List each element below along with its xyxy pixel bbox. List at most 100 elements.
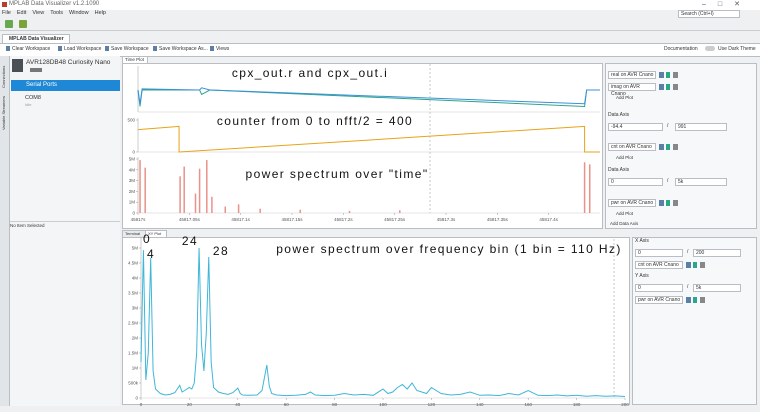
sidebar — [10, 56, 120, 406]
spike — [224, 206, 227, 213]
toolbar-icon — [210, 46, 214, 51]
time-plot-panel — [122, 63, 603, 229]
main-tab[interactable]: MPLAB Data Visualizer — [2, 34, 70, 43]
x-tick-label: 45817.1s — [231, 217, 250, 222]
search-box[interactable]: Search (Ctrl+I) — [678, 10, 740, 18]
x-tick-label: 45817.2s — [334, 217, 353, 222]
spike — [588, 164, 591, 213]
add-axis-button[interactable]: Add Data Axis — [610, 221, 639, 226]
source-icons[interactable] — [659, 72, 679, 78]
serial-ports-header[interactable] — [11, 80, 120, 91]
menu-bar: File Edit View Tools Window Help — [2, 10, 112, 18]
toolbar-icon — [58, 46, 62, 51]
device-icon — [12, 59, 23, 72]
source-icons[interactable] — [659, 84, 679, 90]
add-plot-button[interactable]: Add Plot — [616, 211, 634, 216]
series-line — [140, 247, 626, 397]
annotation: power spectrum over frequency bin (1 bin… — [276, 242, 622, 256]
source-select[interactable]: cnt on AVR Cnano — [608, 143, 656, 151]
source-icons[interactable] — [686, 262, 706, 268]
annotation: counter from 0 to nfft/2 = 400 — [217, 114, 413, 128]
port-name[interactable]: COM8 — [25, 95, 41, 101]
source-icons[interactable] — [659, 144, 679, 150]
axis-max[interactable]: 991 — [675, 123, 727, 131]
axis-sep: / — [667, 178, 669, 184]
menu-item[interactable]: Tools — [50, 10, 64, 16]
toolbar-icon[interactable] — [5, 20, 13, 28]
x-tick-label: 100 — [379, 402, 387, 407]
toolbar-button[interactable]: Load Workspace — [64, 46, 102, 52]
y-tick-label: 1M — [132, 366, 139, 371]
spike — [348, 210, 351, 213]
axis-max[interactable]: 5k — [675, 178, 727, 186]
source-select[interactable]: cnt on AVR Cnano — [635, 261, 683, 269]
x-tick-label: 0 — [140, 402, 143, 407]
x-tick-label: 45817.15s — [281, 217, 303, 222]
x-tick-label: 45817.3s — [437, 217, 456, 222]
axis-min[interactable]: 0 — [635, 284, 683, 292]
menu-item[interactable]: Window — [69, 10, 89, 16]
toolbar-icon — [6, 46, 10, 51]
device-badge — [30, 68, 42, 72]
y-tick-label: 1.5M — [128, 351, 138, 356]
spike — [206, 160, 208, 213]
toolbar-button[interactable]: Save Workspace As... — [159, 46, 208, 52]
x-tick-label: 140 — [476, 402, 484, 407]
device-name[interactable]: AVR128DB48 Curiosity Nano — [26, 59, 111, 66]
y-tick-label: 500 — [127, 118, 135, 123]
documentation-link[interactable]: Documentation — [664, 46, 698, 52]
annotation: power spectrum over "time" — [246, 167, 429, 181]
toolbar-button[interactable]: Save Workspace — [111, 46, 149, 52]
toolbar-icon[interactable] — [19, 20, 27, 28]
axis-min[interactable]: -94.4 — [608, 123, 663, 131]
add-plot-button[interactable]: Add Plot — [616, 155, 634, 160]
y-tick-label: 5M — [129, 157, 136, 162]
y-tick-label: 4M — [132, 276, 139, 281]
toolbar-button[interactable]: Clear Workspace — [12, 46, 51, 52]
source-icons[interactable] — [686, 297, 706, 303]
spike — [399, 210, 401, 213]
source-select[interactable]: pwr on AVR Cnano — [608, 199, 656, 207]
series-line — [137, 89, 600, 108]
axis-label: Data Axis — [608, 167, 630, 173]
source-icons[interactable] — [659, 200, 679, 206]
spike — [139, 160, 141, 213]
axis-min[interactable]: 0 — [635, 249, 683, 257]
x-tick-label: 180 — [573, 402, 581, 407]
source-select[interactable]: pwr on AVR Cnano — [635, 296, 683, 304]
port-status: Idle — [25, 102, 32, 107]
source-select[interactable]: real on AVR Cnano — [608, 71, 656, 79]
axis-label: X Axis — [635, 238, 649, 244]
axis-max[interactable]: 200 — [693, 249, 741, 257]
sidebar-tabs — [0, 56, 10, 406]
y-tick-label: 3M — [129, 178, 136, 183]
axis-sep: / — [687, 284, 689, 290]
spike — [583, 162, 586, 213]
spike — [299, 209, 301, 213]
theme-toggle[interactable] — [705, 46, 715, 51]
axis-sep: / — [667, 123, 669, 129]
axis-max[interactable]: 5k — [693, 284, 741, 292]
x-tick-label: 45817.35s — [487, 217, 509, 222]
menu-item[interactable]: View — [32, 10, 45, 16]
spike — [144, 167, 146, 213]
y-tick-label: 1M — [129, 200, 136, 205]
menu-item[interactable]: File — [2, 10, 11, 16]
series-line — [137, 125, 600, 153]
x-tick-label: 60 — [284, 402, 290, 407]
window-controls[interactable]: –□✕ — [702, 1, 752, 8]
x-tick-label: 200 — [621, 402, 629, 407]
spike — [211, 196, 213, 213]
annotation: 28 — [213, 244, 229, 258]
y-tick-label: 3.5M — [128, 291, 138, 296]
add-plot-button[interactable]: Add Plot — [616, 95, 634, 100]
menu-item[interactable]: Edit — [16, 10, 27, 16]
toolbar-button[interactable]: Views — [216, 46, 230, 52]
y-tick-label: 5M — [132, 246, 139, 251]
menu-item[interactable]: Help — [94, 10, 106, 16]
y-tick-label: 0 — [132, 150, 135, 155]
axis-min[interactable]: 0 — [608, 178, 663, 186]
series-line — [137, 87, 600, 105]
source-select[interactable]: imag on AVR Cnano — [608, 83, 656, 97]
